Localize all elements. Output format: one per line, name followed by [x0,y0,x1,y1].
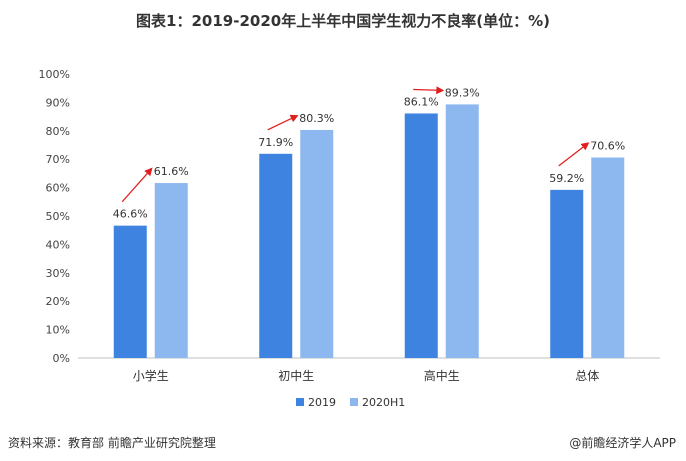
brand-credit: @前瞻经济学人APP [569,436,676,450]
data-label: 70.6% [590,139,625,152]
y-tick-label: 20% [46,295,70,308]
category-label: 小学生 [133,368,169,383]
data-label: 89.3% [445,86,480,99]
bar-2019 [113,225,147,358]
trend-arrow [267,114,299,131]
y-tick-label: 80% [46,125,70,138]
y-tick-label: 70% [46,153,70,166]
y-tick-label: 50% [46,210,70,223]
data-label: 71.9% [258,136,293,149]
trend-arrow [413,86,445,95]
category-labels: 小学生 初中生 高中生 总体 [133,368,600,383]
bar-2019 [550,189,584,358]
y-tick-label: 30% [46,267,70,280]
trend-arrows [121,86,590,203]
y-tick-label: 90% [46,96,70,109]
y-tick-label: 10% [46,324,70,337]
data-label: 80.3% [299,112,334,125]
trend-arrow [558,142,590,167]
y-tick-label: 100% [39,68,70,81]
y-tick-label: 60% [46,182,70,195]
chart-title: 图表1：2019-2020年上半年中国学生视力不良率(单位：%) [136,12,550,30]
bar-2020H1 [445,104,479,358]
legend-label: 2020H1 [362,396,405,409]
y-tick-label: 40% [46,238,70,251]
bar-2019 [259,153,293,358]
bar-2020H1 [591,157,625,358]
legend-swatch [296,398,304,406]
bar-2019 [404,113,438,358]
source-note: 资料来源：教育部 前瞻产业研究院整理 [8,436,216,450]
legend-label: 2019 [308,396,336,409]
data-label: 59.2% [549,172,584,185]
bar-2020H1 [154,183,188,358]
data-label: 46.6% [113,208,148,221]
category-label: 初中生 [278,368,314,383]
category-label: 高中生 [424,368,460,383]
data-label: 86.1% [404,95,439,108]
y-tick-label: 0% [53,352,70,365]
category-label: 总体 [575,369,599,383]
data-label: 61.6% [154,165,189,178]
y-axis: 0% 10% 20% 30% 40% 50% 60% 70% 80% 90% 100% [39,68,70,365]
trend-arrow [121,167,153,203]
bar-2020H1 [300,129,334,358]
legend: 2019 2020H1 [296,396,405,409]
bars: 46.6% 61.6% 71.9% 80.3% 86.1% 89.3% 59.2% 70.6% [113,86,625,358]
legend-swatch [350,398,358,406]
